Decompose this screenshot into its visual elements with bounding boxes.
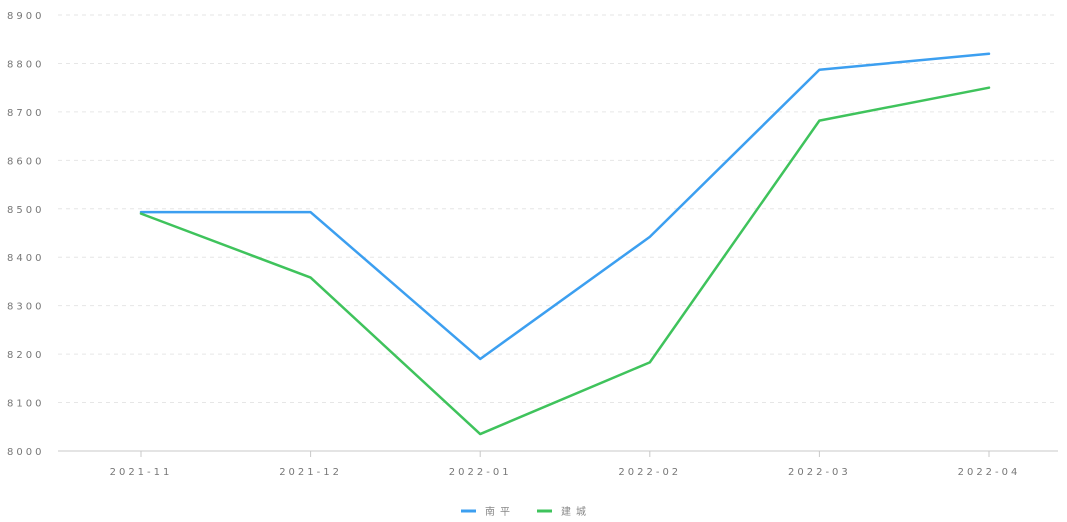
- y-tick-label: 8600: [7, 156, 44, 167]
- series-line-1: [141, 88, 989, 434]
- gridlines: [58, 15, 1058, 403]
- y-tick-label: 8900: [7, 11, 44, 22]
- x-tick-labels: 2021-11 2021-12 2022-01 2022-02 2022-03 2022-…: [110, 467, 1021, 478]
- y-tick-label: 8700: [7, 108, 44, 119]
- y-tick-labels: 8000 8100 8200 8300 8400 8500 8600 8700 8800 8900: [7, 11, 44, 458]
- axes: [58, 451, 1058, 457]
- legend-item[interactable]: 南平: [461, 505, 515, 518]
- x-tick-label: 2022-02: [618, 467, 681, 478]
- x-tick-label: 2021-11: [110, 467, 173, 478]
- y-tick-label: 8200: [7, 350, 44, 361]
- y-tick-label: 8000: [7, 447, 44, 458]
- x-tick-label: 2022-01: [449, 467, 512, 478]
- series-lines: [141, 54, 989, 434]
- x-tick-label: 2022-03: [788, 467, 851, 478]
- legend: 南平 建城: [461, 505, 591, 518]
- y-tick-label: 8400: [7, 253, 44, 264]
- y-tick-label: 8500: [7, 205, 44, 216]
- legend-label: 南平: [485, 505, 515, 518]
- y-tick-label: 8800: [7, 59, 44, 70]
- y-tick-label: 8300: [7, 302, 44, 313]
- legend-item[interactable]: 建城: [537, 505, 591, 518]
- x-tick-label: 2022-04: [958, 467, 1021, 478]
- legend-label: 建城: [561, 505, 591, 518]
- series-line-0: [141, 54, 989, 359]
- y-tick-label: 8100: [7, 399, 44, 410]
- x-tick-label: 2021-12: [279, 467, 342, 478]
